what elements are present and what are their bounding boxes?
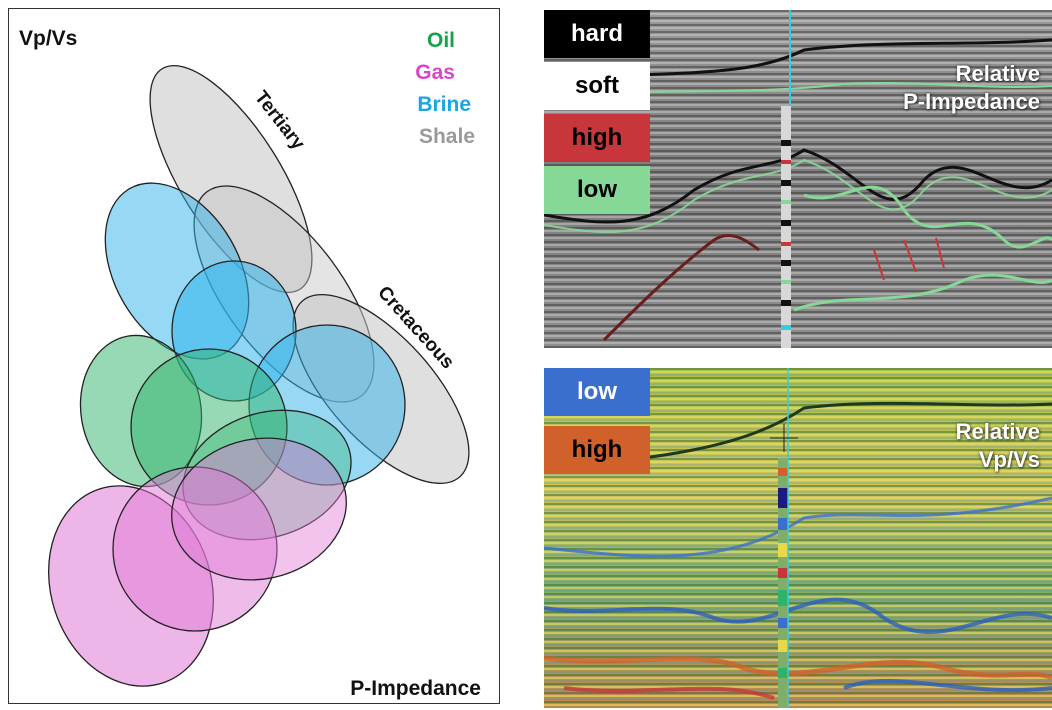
vpvs-title: Relative Vp/Vs xyxy=(956,418,1040,474)
legend-oil: Oil xyxy=(427,29,455,52)
legend-high-vpvs: high xyxy=(544,426,650,474)
legend-low-vpvs-label: low xyxy=(577,378,617,405)
vpvs-title-line2: Vp/Vs xyxy=(978,447,1040,472)
fluid-legend: Oil Gas Brine Shale xyxy=(415,29,475,148)
legend-hard-label: hard xyxy=(570,20,623,47)
legend-soft: soft xyxy=(544,62,650,110)
crossplot-panel: Vp/Vs P-Impedance Oil Gas Brine Shale Te… xyxy=(8,8,500,704)
legend-brine: Brine xyxy=(417,93,471,116)
crossplot-svg: Vp/Vs P-Impedance Oil Gas Brine Shale Te… xyxy=(19,27,481,700)
y-axis-label: Vp/Vs xyxy=(19,27,77,50)
gas-ellipse-2 xyxy=(112,466,278,632)
legend-high-impedance: high xyxy=(544,114,650,162)
legend-high-impedance-label: high xyxy=(571,124,623,151)
p-impedance-title-line1: Relative xyxy=(955,61,1040,86)
x-axis-label: P-Impedance xyxy=(350,677,481,700)
legend-low-impedance-label: low xyxy=(577,176,617,203)
legend-gas: Gas xyxy=(415,61,455,84)
seismic-vpvs-panel: low high Relative Vp/Vs xyxy=(544,368,1052,708)
seismic-vpvs-image xyxy=(544,368,1052,708)
legend-low-impedance: low xyxy=(544,166,650,214)
legend-low-vpvs: low xyxy=(544,368,650,416)
legend-shale: Shale xyxy=(419,125,475,148)
p-impedance-title-line2: P-Impedance xyxy=(903,89,1040,114)
legend-soft-label: soft xyxy=(575,72,619,99)
gas-ellipse-3 xyxy=(171,437,347,581)
legend-high-vpvs-label: high xyxy=(571,436,623,463)
seismic-p-impedance-panel: hard soft high low Relative P-Impedance xyxy=(544,10,1052,348)
p-impedance-title: Relative P-Impedance xyxy=(903,60,1040,116)
legend-hard: hard xyxy=(544,10,650,58)
vpvs-title-line1: Relative xyxy=(955,419,1040,444)
